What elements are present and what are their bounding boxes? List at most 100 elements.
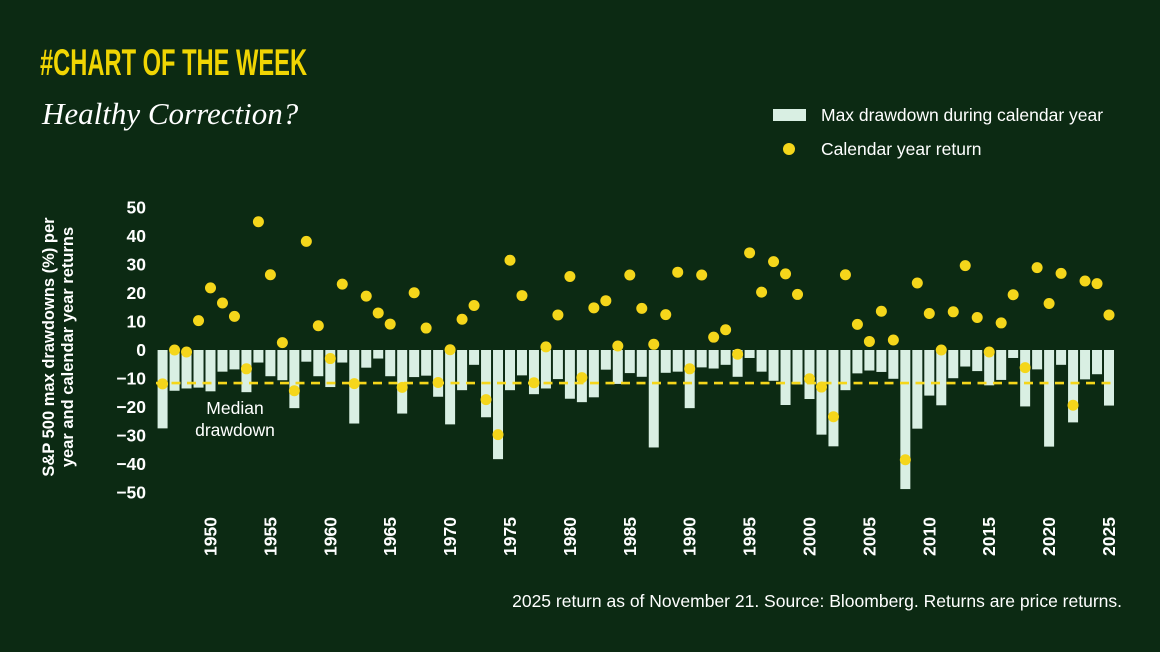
x-tick-label-1960: 1960	[320, 517, 340, 556]
return-dot-1989	[672, 266, 684, 278]
return-dot-2023	[1079, 275, 1091, 287]
drawdown-bar-2011	[936, 350, 947, 406]
return-dot-2006	[875, 305, 887, 317]
x-tick-label-2025: 2025	[1099, 517, 1119, 556]
return-dot-1952	[228, 310, 240, 322]
drawdown-bar-1957	[289, 350, 300, 409]
drawdown-bar-1987	[648, 350, 659, 448]
drawdown-bar-1952	[229, 350, 240, 370]
return-dot-1948	[181, 346, 193, 358]
drawdown-bar-2023	[1080, 350, 1091, 380]
drawdown-bar-1980	[564, 350, 575, 399]
return-dot-2005	[863, 335, 875, 347]
drawdown-bar-1999	[792, 350, 803, 385]
y-tick-label: 20	[127, 283, 147, 303]
drawdown-bar-1968	[421, 350, 432, 376]
return-dot-1964	[372, 307, 384, 319]
drawdown-bar-2005	[864, 350, 875, 371]
drawdown-bar-1970	[445, 350, 456, 425]
legend-label-return: Calendar year return	[821, 138, 982, 159]
return-dot-1972	[468, 300, 480, 312]
return-dot-1967	[408, 287, 420, 299]
drawdown-bar-1976	[516, 350, 527, 376]
return-dot-1979	[552, 309, 564, 321]
drawdown-bar-1966	[397, 350, 408, 414]
drawdown-bar-1985	[624, 350, 635, 374]
return-dot-1994	[732, 348, 744, 360]
dot-swatch-icon	[783, 143, 795, 155]
drawdown-bar-2013	[960, 350, 971, 367]
return-dot-2010	[923, 308, 935, 320]
return-dot-2025	[1103, 309, 1115, 321]
return-dot-1973	[480, 394, 492, 406]
drawdown-bar-2002	[828, 350, 839, 447]
x-tick-label-1970: 1970	[440, 517, 460, 556]
return-dot-2016	[995, 317, 1007, 329]
drawdown-bar-1977	[528, 350, 539, 395]
return-dot-1963	[360, 290, 372, 302]
return-dot-1947	[169, 344, 181, 356]
return-dot-1971	[456, 313, 468, 325]
drawdown-bar-2015	[984, 350, 995, 386]
drawdown-bar-1960	[325, 350, 336, 388]
y-tick-label: 0	[136, 340, 146, 360]
x-tick-label-2015: 2015	[979, 517, 999, 556]
drawdown-bar-1994	[732, 350, 743, 377]
return-dot-1955	[264, 269, 276, 281]
return-dot-2008	[899, 454, 911, 466]
return-dot-1962	[348, 378, 360, 390]
drawdown-bar-2024	[1092, 350, 1103, 375]
return-dot-1999	[792, 288, 804, 300]
return-dot-2024	[1091, 278, 1103, 290]
y-tick-label: −30	[116, 426, 146, 446]
y-tick-label: −40	[116, 454, 146, 474]
return-dot-1976	[516, 290, 528, 302]
drawdown-bar-1979	[552, 350, 563, 380]
return-dot-1992	[708, 331, 720, 343]
drawdown-bar-2004	[852, 350, 863, 374]
return-dot-1985	[624, 269, 636, 281]
drawdown-bar-1986	[636, 350, 647, 377]
return-dot-1949	[193, 315, 205, 327]
drawdown-bar-1991	[696, 350, 707, 368]
return-dot-1982	[588, 302, 600, 314]
drawdown-bar-1951	[217, 350, 228, 372]
return-dot-1984	[612, 340, 624, 352]
drawdown-bar-1993	[720, 350, 731, 365]
drawdown-bar-1956	[277, 350, 288, 381]
drawdown-bar-1955	[265, 350, 276, 377]
return-dot-2001	[815, 381, 827, 393]
drawdown-bar-2012	[948, 350, 959, 379]
drawdown-bar-2025	[1104, 350, 1114, 406]
y-tick-label: 40	[127, 226, 147, 246]
drawdown-bar-1988	[660, 350, 671, 373]
x-tick-label-1975: 1975	[500, 517, 520, 556]
y-tick-label: −10	[116, 369, 146, 389]
x-tick-label-1965: 1965	[380, 517, 400, 556]
return-dot-1996	[756, 286, 768, 298]
legend: Max drawdown during calendar year Calend…	[773, 98, 1103, 166]
return-dot-1987	[648, 338, 660, 350]
return-dot-1991	[696, 269, 708, 281]
return-dot-2011	[935, 344, 947, 356]
return-dot-2013	[959, 260, 971, 272]
drawdown-bar-2008	[900, 350, 911, 490]
drawdown-bar-2021	[1056, 350, 1067, 365]
median-label-line2: drawdown	[195, 420, 275, 440]
drawdown-bar-2009	[912, 350, 923, 429]
return-dot-1981	[576, 372, 588, 384]
return-dot-1977	[528, 377, 540, 389]
legend-item-drawdown: Max drawdown during calendar year	[773, 98, 1103, 132]
return-dot-2003	[839, 269, 851, 281]
return-dot-1965	[384, 318, 396, 330]
return-dot-2022	[1067, 399, 1079, 411]
drawdown-bar-1947	[169, 350, 180, 391]
return-dot-1978	[540, 341, 552, 353]
return-dot-1975	[504, 254, 516, 266]
return-dot-1969	[432, 376, 444, 388]
return-dot-2000	[804, 373, 815, 385]
drawdown-bar-1998	[780, 350, 791, 406]
return-dot-2020	[1043, 298, 1055, 310]
return-dot-2004	[851, 318, 863, 330]
